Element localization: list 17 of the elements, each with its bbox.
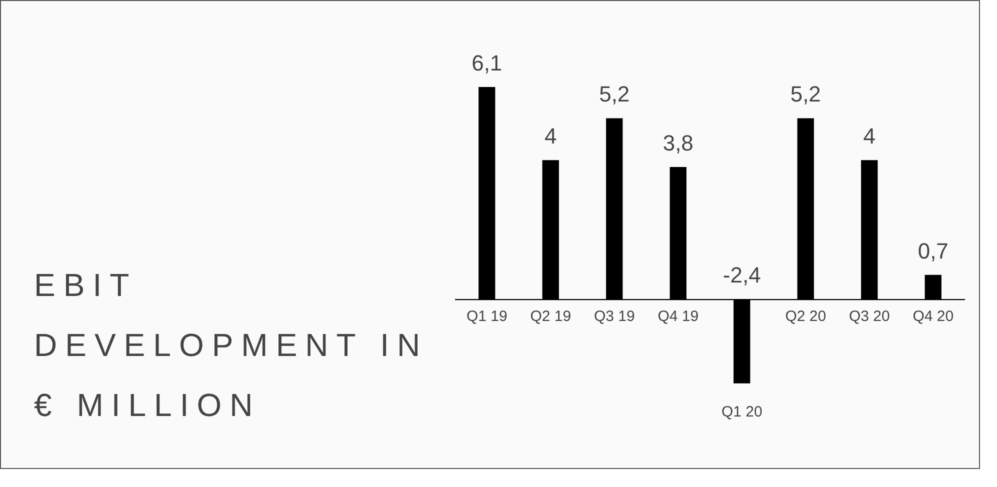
x-tick-label: Q4 20 bbox=[912, 308, 954, 326]
data-label: -2,4 bbox=[722, 262, 761, 288]
x-tick-label: Q3 19 bbox=[594, 308, 635, 326]
data-label: 0,7 bbox=[918, 238, 948, 264]
data-label: 4 bbox=[544, 123, 557, 148]
text: EBIT DEVELOPMENT IN € MILLION bbox=[34, 266, 430, 425]
x-tick-label: Q1 20 bbox=[721, 404, 762, 421]
data-label: 4 bbox=[863, 123, 876, 148]
x-tick-label: Q3 20 bbox=[848, 308, 890, 326]
x-tick-label: Q2 20 bbox=[785, 308, 826, 326]
x-tick-label: Q4 19 bbox=[658, 308, 699, 326]
x-tick-label: Q2 19 bbox=[530, 308, 572, 326]
data-label: 3,8 bbox=[662, 130, 694, 156]
data-label: 5,2 bbox=[599, 82, 630, 107]
data-label: 6,1 bbox=[472, 50, 502, 76]
x-tick-label: Q1 19 bbox=[466, 308, 508, 326]
data-label: 5,2 bbox=[790, 82, 821, 107]
